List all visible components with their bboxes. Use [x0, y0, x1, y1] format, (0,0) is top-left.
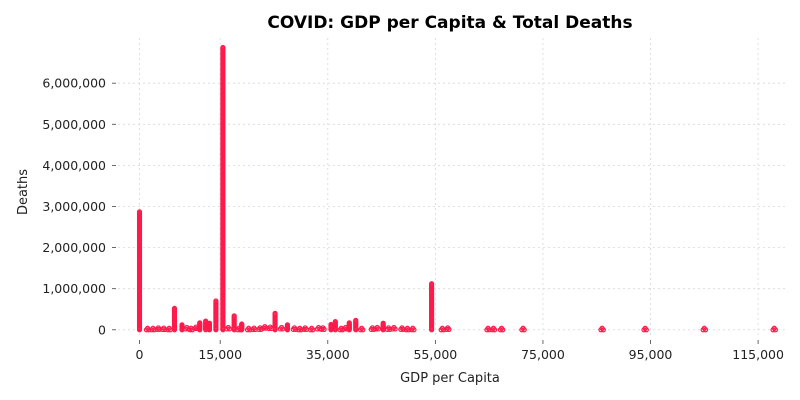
data-point: [486, 327, 492, 333]
x-tick-label: 0: [136, 347, 144, 362]
x-tick-label: 115,000: [732, 347, 784, 362]
data-point: [440, 327, 447, 333]
data-point: [194, 325, 200, 332]
data-point: [220, 44, 226, 51]
y-tick-label: 3,000,000: [42, 199, 106, 214]
data-column: [428, 281, 435, 333]
grid-layer: [118, 38, 785, 338]
x-tick-label: 75,000: [521, 347, 565, 362]
data-point: [237, 327, 243, 333]
data-point: [280, 326, 286, 332]
data-point: [321, 326, 327, 332]
y-tick-label: 6,000,000: [42, 76, 106, 91]
data-point: [171, 305, 178, 312]
data-point: [380, 320, 386, 326]
data-point: [446, 326, 452, 332]
data-point: [226, 326, 233, 332]
data-point: [231, 313, 237, 319]
data-column: [284, 322, 291, 333]
data-point: [702, 327, 709, 333]
y-axis-label: Deaths: [16, 169, 31, 215]
data-column: [272, 310, 278, 333]
data-point: [203, 318, 209, 324]
data-point: [136, 209, 143, 215]
data-point: [213, 298, 219, 304]
data-point: [344, 326, 350, 332]
x-tick-label: 15,000: [198, 347, 242, 362]
data-point: [268, 325, 275, 332]
data-point: [500, 327, 506, 333]
data-point: [643, 327, 649, 333]
data-point: [247, 327, 253, 333]
data-column: [220, 44, 226, 333]
data-point: [298, 327, 304, 333]
x-tick-label: 35,000: [306, 347, 350, 362]
data-point: [206, 320, 213, 326]
data-point: [167, 327, 173, 333]
data-point: [600, 327, 606, 333]
data-point: [387, 326, 393, 332]
y-tick-label: 5,000,000: [42, 117, 106, 132]
data-point: [492, 327, 498, 333]
data-point: [521, 327, 527, 333]
tick-layer: 0 15,000 35,000 55,000 75,000 95,000 115,000 0 1…: [42, 76, 784, 362]
x-tick-label: 95,000: [629, 347, 673, 362]
data-point: [772, 327, 779, 333]
data-point: [346, 320, 352, 326]
data-point: [284, 322, 291, 328]
data-column: [328, 321, 334, 333]
y-tick-label: 4,000,000: [42, 158, 106, 173]
data-column: [213, 298, 219, 333]
data-column: [136, 209, 143, 333]
data-point: [411, 327, 417, 333]
data-point: [310, 327, 316, 333]
y-tick-label: 0: [98, 322, 106, 337]
data-point: [151, 327, 157, 333]
data-column: [332, 318, 338, 333]
marks-layer: [136, 44, 779, 333]
x-axis-label: GDP per Capita: [400, 371, 500, 386]
y-tick-label: 2,000,000: [42, 240, 106, 255]
data-column: [353, 317, 359, 333]
data-point: [360, 327, 366, 333]
y-tick-label: 1,000,000: [42, 281, 106, 296]
data-point: [239, 321, 245, 327]
x-tick-label: 55,000: [413, 347, 457, 362]
data-point: [272, 310, 278, 316]
data-point: [428, 281, 435, 287]
data-point: [375, 326, 382, 332]
chart-title: COVID: GDP per Capita & Total Deaths: [267, 13, 632, 33]
data-point: [332, 318, 338, 325]
data-point: [146, 327, 152, 333]
data-point: [392, 326, 398, 332]
data-point: [405, 327, 412, 333]
data-point: [179, 322, 185, 328]
data-point: [197, 320, 203, 326]
data-column: [171, 305, 178, 333]
data-column: [231, 313, 237, 333]
data-column: [380, 320, 386, 333]
data-column: [206, 320, 213, 333]
data-point: [353, 317, 359, 323]
data-column: [179, 322, 185, 333]
